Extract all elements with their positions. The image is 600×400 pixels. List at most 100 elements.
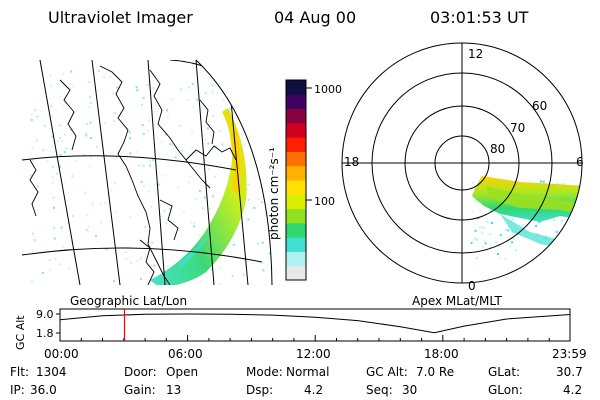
noise-pixel: [70, 241, 73, 244]
noise-pixel: [251, 106, 253, 109]
noise-pixel: [542, 180, 545, 183]
noise-pixel: [540, 180, 542, 183]
noise-pixel: [269, 73, 272, 75]
noise-pixel: [513, 237, 515, 240]
noise-pixel: [33, 240, 36, 243]
mlt-label-6: 6: [576, 155, 584, 169]
noise-pixel: [32, 232, 34, 235]
colorbar-block: [286, 122, 306, 138]
noise-pixel: [89, 137, 92, 139]
noise-pixel: [187, 181, 190, 184]
noise-pixel: [53, 227, 56, 230]
noise-pixel: [52, 166, 54, 169]
noise-pixel: [567, 241, 570, 244]
noise-pixel: [199, 280, 202, 283]
noise-pixel: [576, 198, 579, 201]
noise-pixel: [58, 263, 61, 266]
noise-pixel: [35, 139, 38, 142]
noise-pixel: [552, 218, 555, 221]
noise-pixel: [221, 143, 224, 146]
noise-pixel: [152, 158, 155, 161]
right-panel-caption: Apex MLat/MLT: [412, 294, 502, 308]
noise-pixel: [142, 132, 145, 135]
noise-pixel: [575, 241, 578, 244]
noise-pixel: [511, 241, 514, 244]
noise-pixel: [128, 216, 131, 219]
noise-pixel: [204, 138, 206, 141]
noise-pixel: [495, 241, 498, 244]
noise-pixel: [247, 218, 250, 221]
noise-pixel: [570, 247, 573, 250]
noise-pixel: [479, 209, 481, 212]
noise-pixel: [70, 129, 73, 132]
y-tick-label-1-8: 1.8: [36, 327, 54, 340]
noise-pixel: [153, 264, 156, 267]
noise-pixel: [476, 238, 478, 241]
noise-pixel: [149, 264, 152, 267]
noise-pixel: [170, 98, 173, 101]
noise-pixel: [579, 259, 581, 262]
noise-pixel: [42, 271, 44, 274]
noise-pixel: [87, 225, 90, 228]
noise-pixel: [157, 183, 160, 186]
left-panel-caption: Geographic Lat/Lon: [70, 294, 188, 308]
noise-pixel: [50, 115, 53, 118]
altitude-chart: 9.0 1.8 GC Alt: [14, 308, 571, 350]
noise-pixel: [498, 245, 501, 247]
noise-pixel: [166, 109, 168, 112]
noise-pixel: [189, 221, 192, 224]
noise-pixel: [147, 130, 150, 133]
noise-pixel: [538, 221, 541, 224]
noise-pixel: [169, 208, 171, 210]
noise-pixel: [113, 280, 116, 283]
x-ticks: [59, 335, 571, 341]
noise-pixel: [136, 259, 139, 262]
noise-pixel: [150, 206, 153, 208]
noise-pixel: [34, 239, 36, 241]
noise-pixel: [128, 131, 131, 134]
noise-pixel: [31, 147, 34, 150]
noise-pixel: [141, 124, 144, 126]
noise-pixel: [257, 242, 259, 245]
noise-pixel: [36, 185, 39, 188]
noise-pixel: [499, 256, 502, 259]
noise-pixel: [49, 74, 52, 77]
noise-pixel: [260, 165, 263, 168]
noise-pixel: [52, 196, 55, 199]
noise-pixel: [192, 106, 195, 109]
noise-pixel: [262, 269, 265, 272]
noise-pixel: [253, 207, 256, 209]
noise-pixel: [88, 96, 91, 99]
noise-pixel: [231, 275, 234, 278]
colorbar-block: [286, 222, 306, 238]
noise-pixel: [85, 133, 88, 136]
x-tick-label-18: 18:00: [424, 347, 459, 361]
noise-pixel: [561, 236, 564, 239]
noise-pixel: [160, 215, 163, 218]
noise-pixel: [48, 259, 51, 261]
noise-pixel: [103, 76, 105, 79]
gcalt-label: GC Alt:: [366, 365, 408, 379]
noise-pixel: [147, 83, 150, 86]
noise-pixel: [473, 237, 476, 240]
noise-pixel: [60, 226, 63, 229]
noise-pixel: [474, 199, 477, 202]
noise-pixel: [509, 246, 512, 249]
noise-pixel: [59, 153, 62, 156]
noise-pixel: [246, 92, 249, 95]
noise-pixel: [125, 258, 128, 260]
noise-pixel: [203, 196, 206, 199]
noise-pixel: [259, 139, 262, 142]
gain-value: 13: [166, 383, 182, 397]
colorbar-block: [286, 251, 306, 267]
noise-pixel: [191, 130, 194, 133]
colorbar-block: [286, 194, 306, 210]
noise-pixel: [56, 172, 59, 175]
noise-pixel: [174, 156, 177, 159]
noise-pixel: [53, 206, 55, 209]
noise-pixel: [42, 149, 45, 152]
noise-pixel: [49, 84, 52, 87]
noise-pixel: [211, 90, 214, 93]
colorbar-frame: [285, 79, 307, 281]
colorbar-block: [286, 180, 306, 195]
